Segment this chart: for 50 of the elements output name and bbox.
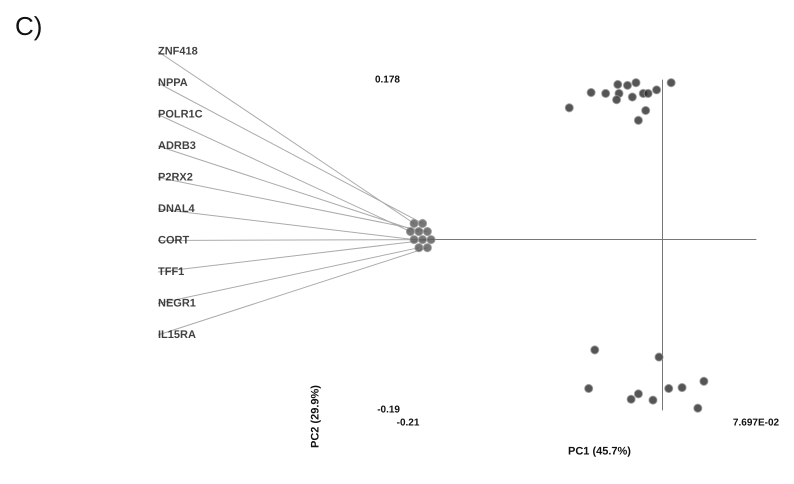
point bbox=[666, 78, 676, 88]
annotation: NEGR1 bbox=[158, 298, 196, 310]
point bbox=[586, 88, 596, 98]
point bbox=[699, 376, 708, 386]
x-tick-label: 7.697E-02 bbox=[732, 418, 780, 428]
point bbox=[654, 352, 664, 362]
annotation: NPPA bbox=[158, 77, 188, 89]
point bbox=[406, 227, 415, 236]
y-axis-title: PC2 (29.9%) bbox=[310, 384, 322, 448]
annotation: IL15RA bbox=[158, 329, 196, 341]
annotation: ADRB3 bbox=[158, 140, 196, 152]
point bbox=[422, 227, 432, 236]
y-tick-label: 0.178 bbox=[374, 74, 400, 86]
point bbox=[414, 227, 424, 236]
point bbox=[410, 235, 419, 244]
annotation: DNAL4 bbox=[158, 203, 196, 215]
point bbox=[628, 92, 637, 102]
annotation: TFF1 bbox=[158, 266, 184, 278]
point bbox=[641, 106, 650, 115]
point bbox=[693, 404, 702, 413]
point bbox=[664, 384, 674, 393]
annotation: POLR1C bbox=[158, 108, 203, 120]
point bbox=[626, 394, 636, 404]
annotation: ZNF418 bbox=[158, 46, 198, 58]
point bbox=[613, 80, 622, 89]
point bbox=[634, 116, 643, 125]
point bbox=[601, 88, 610, 98]
annotation: CORT bbox=[158, 234, 190, 246]
text: C) bbox=[15, 11, 42, 41]
x-tick-label: -0.21 bbox=[396, 418, 420, 428]
point bbox=[644, 88, 653, 98]
point bbox=[418, 235, 428, 244]
y-tick-label: -0.19 bbox=[377, 404, 400, 416]
point bbox=[623, 80, 632, 90]
point bbox=[426, 235, 436, 244]
point bbox=[410, 218, 419, 228]
point bbox=[648, 396, 658, 405]
point bbox=[678, 383, 687, 392]
point bbox=[634, 389, 643, 398]
point bbox=[584, 384, 594, 393]
point bbox=[422, 243, 432, 252]
annotation: P2RX2 bbox=[158, 172, 193, 184]
point bbox=[418, 218, 428, 228]
point bbox=[564, 103, 574, 112]
point bbox=[414, 243, 424, 252]
point bbox=[652, 85, 662, 94]
point bbox=[631, 78, 640, 88]
x-axis-title: PC1 (45.7%) bbox=[568, 446, 632, 458]
point bbox=[590, 345, 600, 354]
point bbox=[612, 95, 622, 104]
